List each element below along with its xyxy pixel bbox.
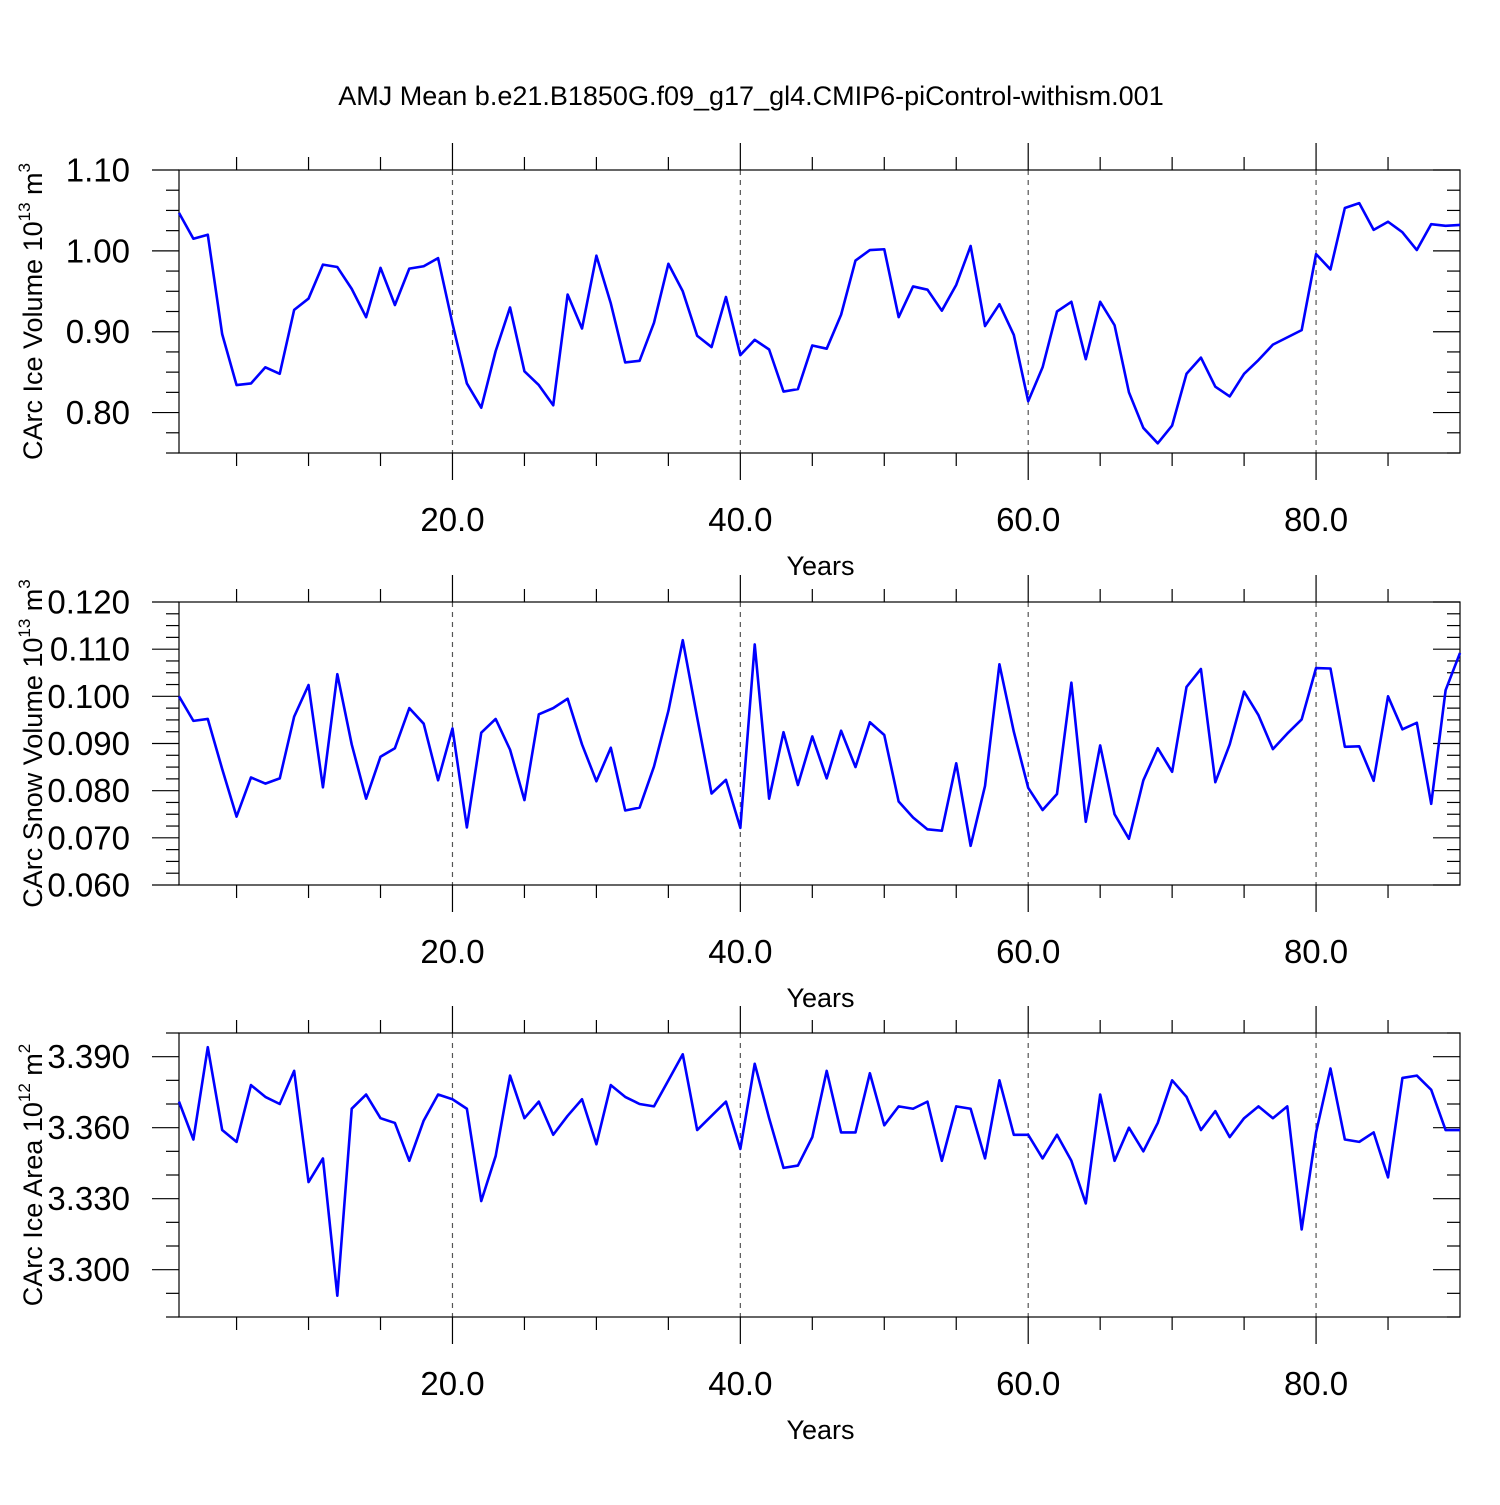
x-tick-label: 80.0 (1284, 501, 1348, 538)
x-tick-label: 60.0 (996, 501, 1060, 538)
y-tick-label: 3.360 (47, 1109, 130, 1146)
x-tick-label: 20.0 (420, 501, 484, 538)
y-tick-label: 0.070 (47, 819, 130, 856)
y-tick-label: 1.00 (66, 232, 130, 269)
x-tick-label: 40.0 (708, 933, 772, 970)
x-tick-label: 40.0 (708, 1365, 772, 1402)
panel-1: 0.80 0.90 1.00 1.10 20.0 40.0 60.0 80.0 Years CAr… (15, 143, 1461, 581)
x-axis-label: Years (786, 983, 854, 1013)
panel-3: 3.300 3.330 3.360 3.390 20.0 40.0 60.0 80.0 Year… (15, 1006, 1461, 1445)
plot-frame (178, 1032, 1461, 1318)
y-tick-label: 1.10 (66, 152, 130, 189)
plot-frame (178, 169, 1461, 454)
x-tick-label: 80.0 (1284, 933, 1348, 970)
chart-title: AMJ Mean b.e21.B1850G.f09_g17_gl4.CMIP6-… (338, 81, 1163, 111)
y-tick-label: 0.080 (47, 772, 130, 809)
y-axis-label: CArc Snow Volume 1013 m3 (15, 579, 48, 908)
y-tick-label: 0.090 (47, 725, 130, 762)
series-line (177, 638, 1462, 848)
y-tick-label: 0.120 (47, 584, 130, 621)
y-tick-label: 0.90 (66, 313, 130, 350)
y-tick-label: 0.110 (50, 631, 130, 668)
y-tick-label: 3.300 (47, 1251, 130, 1288)
x-axis-label: Years (786, 551, 854, 581)
y-axis-label: CArc Ice Volume 1013 m3 (15, 163, 48, 460)
x-tick-label: 60.0 (996, 933, 1060, 970)
y-tick-label: 0.80 (66, 394, 130, 431)
y-tick-label: 0.060 (47, 867, 130, 904)
x-tick-label: 60.0 (996, 1365, 1060, 1402)
series-line (177, 201, 1461, 445)
y-axis-label: CArc Ice Area 1012 m2 (15, 1044, 48, 1307)
series-line (177, 1045, 1460, 1297)
x-axis-label: Years (786, 1415, 854, 1445)
x-tick-label: 40.0 (708, 501, 772, 538)
y-tick-label: 3.330 (47, 1180, 130, 1217)
panels: 0.80 0.90 1.00 1.10 20.0 40.0 60.0 80.0 Years CAr… (15, 143, 1462, 1445)
y-tick-label: 0.100 (47, 678, 130, 715)
panel-2: 0.060 0.070 0.080 0.090 0.100 0.110 0.120 20.0 4… (15, 575, 1462, 1013)
plot-frame (178, 601, 1461, 886)
y-tick-label: 3.390 (47, 1038, 130, 1075)
x-tick-label: 80.0 (1284, 1365, 1348, 1402)
x-tick-label: 20.0 (420, 933, 484, 970)
x-tick-label: 20.0 (420, 1365, 484, 1402)
